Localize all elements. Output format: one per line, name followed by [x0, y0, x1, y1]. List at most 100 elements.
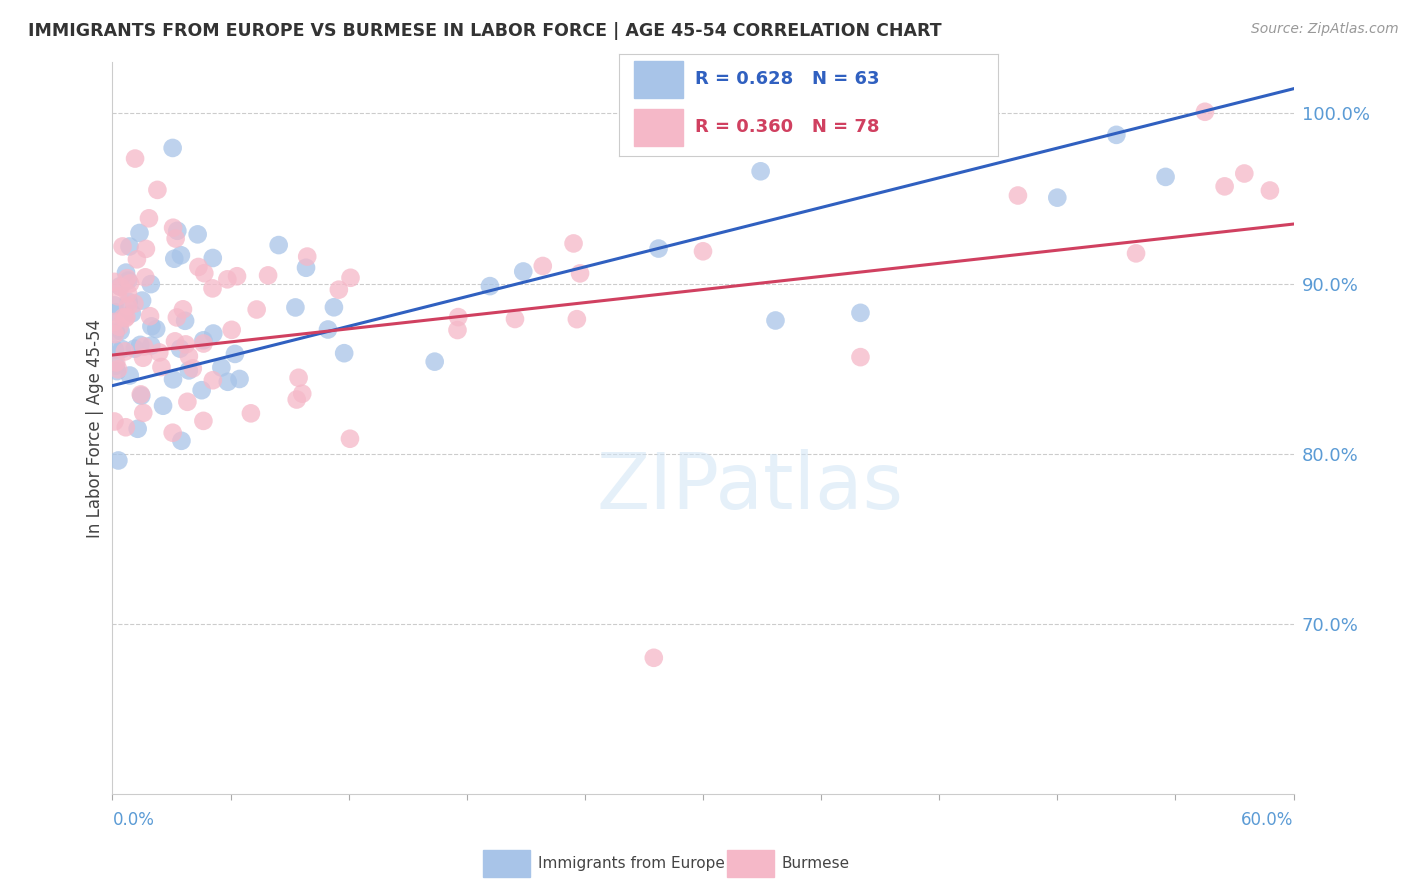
- Text: R = 0.628   N = 63: R = 0.628 N = 63: [695, 70, 879, 88]
- Point: [162, 425, 184, 440]
- Point: [118, 239, 141, 253]
- Point: [107, 362, 129, 376]
- Point: [124, 152, 146, 166]
- Point: [333, 346, 356, 360]
- Point: [146, 183, 169, 197]
- Text: Burmese: Burmese: [782, 855, 849, 871]
- Point: [163, 334, 186, 349]
- Point: [174, 314, 197, 328]
- Point: [221, 323, 243, 337]
- Point: [512, 264, 534, 278]
- Point: [117, 273, 139, 287]
- Point: [104, 359, 127, 373]
- Point: [224, 347, 246, 361]
- Point: [177, 363, 200, 377]
- Point: [177, 349, 200, 363]
- Point: [132, 406, 155, 420]
- Point: [118, 294, 141, 309]
- Point: [1105, 128, 1128, 142]
- Point: [201, 373, 224, 387]
- Point: [948, 140, 970, 154]
- Point: [114, 420, 136, 434]
- Point: [115, 266, 138, 280]
- Point: [128, 226, 150, 240]
- Point: [162, 220, 184, 235]
- Point: [162, 141, 184, 155]
- Bar: [727, 850, 773, 877]
- Point: [124, 342, 146, 356]
- Point: [478, 279, 501, 293]
- Point: [217, 272, 239, 286]
- Point: [117, 286, 139, 301]
- Point: [284, 301, 307, 315]
- Point: [181, 361, 204, 376]
- Point: [104, 325, 127, 339]
- Point: [226, 269, 249, 284]
- Point: [287, 371, 309, 385]
- Point: [103, 315, 125, 329]
- Point: [565, 312, 588, 326]
- Text: ZIPatlas: ZIPatlas: [596, 449, 904, 524]
- Text: R = 0.360   N = 78: R = 0.360 N = 78: [695, 119, 879, 136]
- Point: [339, 432, 361, 446]
- Text: Immigrants from Europe: Immigrants from Europe: [537, 855, 724, 871]
- Point: [187, 227, 209, 242]
- Bar: [482, 850, 530, 877]
- Point: [163, 252, 186, 266]
- Point: [131, 389, 153, 403]
- Point: [849, 350, 872, 364]
- Point: [339, 270, 361, 285]
- Point: [531, 259, 554, 273]
- Point: [103, 298, 125, 312]
- Point: [117, 299, 139, 313]
- Point: [172, 302, 194, 317]
- Point: [239, 406, 262, 420]
- Point: [127, 422, 149, 436]
- Point: [569, 266, 592, 280]
- Point: [108, 279, 131, 293]
- Point: [202, 326, 225, 341]
- Point: [150, 359, 173, 374]
- Point: [647, 242, 669, 256]
- Text: Source: ZipAtlas.com: Source: ZipAtlas.com: [1251, 22, 1399, 37]
- Point: [1233, 167, 1256, 181]
- Point: [285, 392, 308, 407]
- Point: [193, 414, 215, 428]
- Bar: [634, 61, 683, 97]
- Point: [145, 322, 167, 336]
- Text: 60.0%: 60.0%: [1241, 811, 1294, 829]
- Point: [174, 337, 197, 351]
- Point: [124, 296, 146, 310]
- Point: [170, 248, 193, 262]
- Point: [176, 394, 198, 409]
- Point: [1154, 169, 1177, 184]
- Point: [120, 277, 142, 291]
- Point: [105, 355, 128, 369]
- Point: [110, 280, 132, 294]
- Point: [291, 386, 314, 401]
- Point: [141, 338, 163, 352]
- Point: [121, 306, 143, 320]
- Y-axis label: In Labor Force | Age 45-54: In Labor Force | Age 45-54: [86, 318, 104, 538]
- Text: 0.0%: 0.0%: [112, 811, 155, 829]
- Point: [112, 310, 135, 325]
- Point: [849, 306, 872, 320]
- Point: [328, 283, 350, 297]
- Point: [503, 312, 526, 326]
- Point: [1194, 104, 1216, 119]
- Point: [1213, 179, 1236, 194]
- Point: [165, 231, 187, 245]
- Point: [643, 650, 665, 665]
- Point: [170, 434, 193, 448]
- Point: [104, 343, 127, 357]
- Point: [446, 323, 468, 337]
- Point: [187, 260, 209, 274]
- Point: [257, 268, 280, 283]
- Point: [139, 309, 162, 323]
- Point: [246, 302, 269, 317]
- Point: [129, 338, 152, 352]
- Point: [295, 260, 318, 275]
- Point: [103, 275, 125, 289]
- Point: [125, 252, 148, 267]
- Point: [152, 399, 174, 413]
